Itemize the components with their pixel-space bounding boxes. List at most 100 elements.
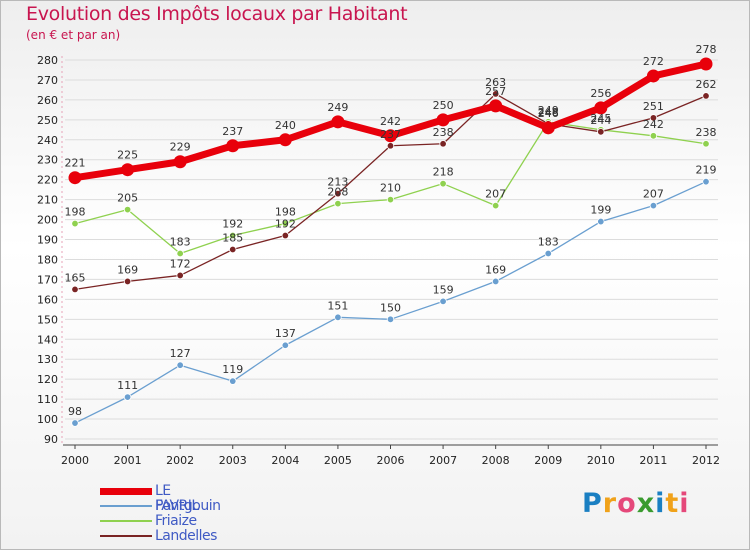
y-tick-label: 160 — [37, 293, 58, 306]
data-point-le-favril — [436, 113, 450, 127]
data-point-pontgouin — [649, 201, 658, 210]
data-label-pontgouin: 127 — [170, 347, 191, 360]
data-label-pontgouin: 169 — [485, 263, 506, 276]
label-layer: 98 111 127 119 137 151 150 159 169 183 199 207 219 19… — [65, 43, 717, 418]
y-tick-label: 250 — [37, 114, 58, 127]
data-label-friaize: 218 — [433, 166, 454, 179]
data-point-landelles — [176, 271, 184, 280]
data-label-pontgouin: 151 — [327, 299, 348, 312]
data-label-landelles: 238 — [433, 126, 454, 139]
y-tick-label: 260 — [37, 94, 58, 107]
y-tick-label: 180 — [37, 253, 58, 266]
data-point-pontgouin — [597, 217, 605, 226]
data-label-friaize: 205 — [117, 192, 138, 205]
data-point-friaize — [386, 195, 395, 204]
data-point-le-favril — [384, 129, 397, 143]
y-tick-label: 210 — [37, 194, 58, 207]
data-point-landelles — [491, 90, 500, 98]
legend-label: LE FAVRIL — [155, 483, 199, 514]
y-tick-label: 280 — [37, 54, 58, 67]
data-point-landelles — [649, 114, 658, 122]
data-label-le-favril: 229 — [170, 141, 191, 154]
data-label-friaize: 198 — [275, 206, 296, 219]
legend-swatch — [100, 488, 152, 495]
legend-label: Pontgouin — [155, 498, 221, 514]
x-tick-label: 2001 — [114, 454, 142, 467]
data-label-le-favril: 240 — [275, 119, 296, 132]
legend-swatch — [100, 520, 152, 522]
y-tick-label: 90 — [44, 433, 58, 446]
data-label-friaize: 238 — [696, 126, 717, 139]
data-point-le-favril — [594, 101, 608, 115]
data-label-pontgouin: 119 — [222, 363, 243, 376]
data-point-pontgouin — [544, 249, 552, 258]
data-point-friaize — [176, 249, 184, 258]
data-point-landelles — [281, 231, 290, 240]
y-tick-label: 140 — [37, 333, 58, 346]
data-point-le-favril — [699, 57, 713, 71]
x-tick-label: 2007 — [429, 454, 457, 467]
data-point-le-favril — [68, 171, 82, 185]
data-point-le-favril — [226, 139, 240, 153]
x-tick-label: 2000 — [61, 454, 89, 467]
chart-subtitle: (en € et par an) — [26, 28, 121, 42]
y-tick-label: 240 — [37, 134, 58, 147]
data-point-landelles — [597, 128, 605, 136]
y-tick-label: 130 — [37, 353, 58, 366]
x-tick-label: 2011 — [639, 454, 667, 467]
data-point-le-favril — [541, 121, 555, 135]
y-tick-label: 200 — [37, 214, 58, 227]
legend-label: Friaize — [155, 513, 197, 529]
y-tick-label: 270 — [37, 74, 58, 87]
y-tick-label: 120 — [37, 373, 58, 386]
data-label-le-favril: 246 — [538, 107, 559, 120]
data-label-pontgouin: 137 — [275, 327, 296, 340]
x-tick-label: 2009 — [534, 454, 562, 467]
data-label-le-favril: 221 — [65, 157, 86, 170]
data-label-friaize: 207 — [485, 188, 506, 201]
data-point-friaize — [439, 179, 447, 188]
data-label-pontgouin: 159 — [433, 283, 454, 296]
legend-swatch — [100, 535, 152, 537]
data-label-pontgouin: 98 — [68, 405, 82, 418]
data-point-landelles — [702, 92, 710, 100]
x-tick-label: 2004 — [271, 454, 299, 467]
x-tick-label: 2003 — [219, 454, 247, 467]
legend-label: Landelles — [155, 528, 217, 544]
axis-layer: 90 100 110 120 130 140 150 160 170 180 190 200 210 22… — [37, 54, 720, 467]
data-point-friaize — [229, 231, 237, 240]
data-point-le-favril — [489, 99, 503, 113]
data-label-landelles: 172 — [170, 257, 191, 270]
y-tick-label: 230 — [37, 154, 58, 167]
x-tick-label: 2002 — [166, 454, 194, 467]
data-point-pontgouin — [176, 361, 184, 369]
data-point-landelles — [386, 142, 395, 150]
data-point-le-favril — [173, 155, 187, 169]
data-point-landelles — [123, 277, 132, 286]
data-label-pontgouin: 219 — [696, 164, 717, 177]
x-tick-label: 2005 — [324, 454, 352, 467]
data-point-le-favril — [646, 69, 660, 83]
data-point-pontgouin — [281, 341, 290, 349]
data-label-friaize: 192 — [222, 218, 243, 231]
data-point-friaize — [281, 219, 290, 228]
y-tick-label: 170 — [37, 273, 58, 286]
data-label-landelles: 192 — [275, 218, 296, 231]
data-point-friaize — [702, 140, 710, 148]
data-label-landelles: 169 — [117, 263, 138, 276]
data-label-friaize: 210 — [380, 182, 401, 195]
chart-title: Evolution des Impôts locaux par Habitant — [26, 3, 408, 25]
data-label-friaize: 245 — [590, 112, 611, 125]
data-point-friaize — [71, 219, 79, 228]
data-point-landelles — [229, 245, 237, 254]
x-tick-label: 2006 — [377, 454, 405, 467]
data-label-pontgouin: 183 — [538, 235, 559, 248]
series-layer — [68, 57, 713, 427]
data-label-friaize: 242 — [643, 118, 664, 131]
data-point-pontgouin — [439, 297, 447, 306]
data-point-landelles — [71, 285, 79, 294]
data-label-pontgouin: 199 — [590, 204, 611, 217]
y-tick-label: 150 — [37, 313, 58, 326]
x-tick-label: 2008 — [482, 454, 510, 467]
data-label-landelles: 185 — [222, 232, 243, 245]
